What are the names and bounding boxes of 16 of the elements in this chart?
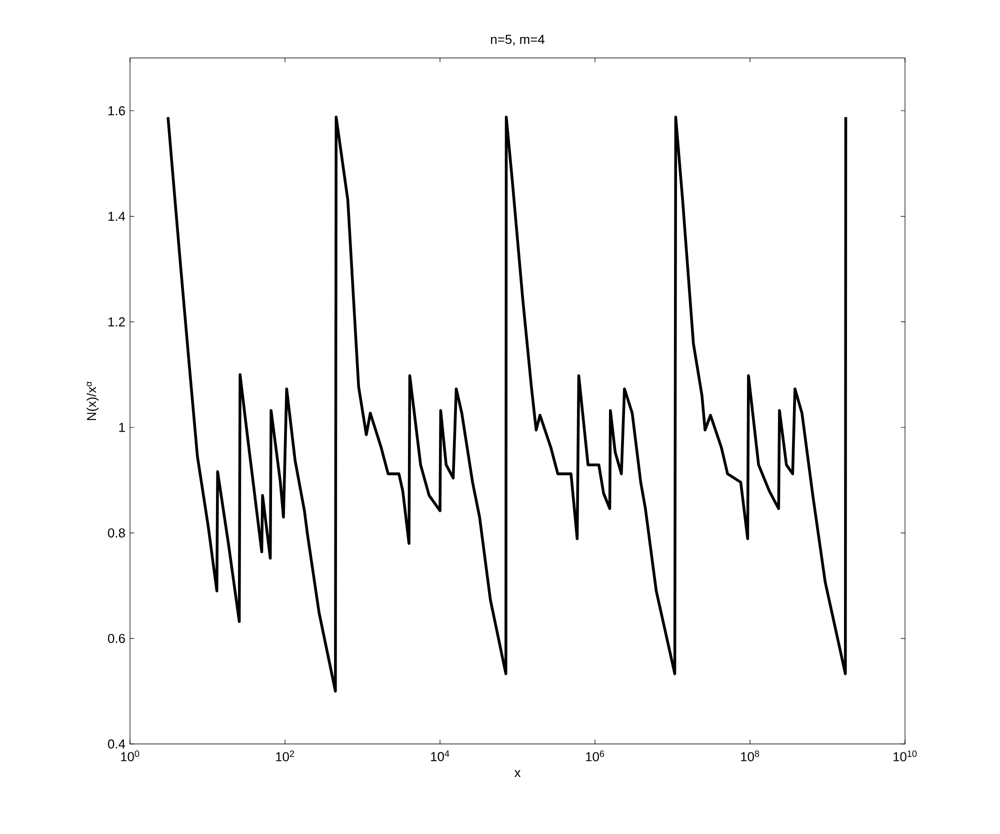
y-tick-label: 1: [119, 422, 125, 432]
x-axis-title: x: [514, 770, 521, 777]
x-tick-label: 10$^{10}$: [894, 750, 917, 762]
x-tick-label: 10$^{6}$: [586, 750, 604, 762]
y-tick-label: 0.6: [108, 634, 125, 644]
y-tick-label: 1.2: [108, 317, 125, 326]
y-tick-label: 0.8: [108, 528, 125, 538]
chart-title: n=5, m=4: [491, 34, 544, 46]
x-tick-label: 10$^{8}$: [741, 750, 760, 762]
y-tick-label: 1.4: [108, 212, 126, 221]
x-tick-label: 10$^{2}$: [276, 750, 294, 762]
x-tick-label: 10$^{0}$: [121, 750, 140, 762]
y-axis-title: N(x)/x$^{α}$: [86, 382, 99, 420]
y-tick-label: 1.6: [108, 106, 125, 116]
y-tick-label: 0.4: [108, 739, 126, 749]
x-tick-label: 10$^{4}$: [431, 750, 450, 762]
